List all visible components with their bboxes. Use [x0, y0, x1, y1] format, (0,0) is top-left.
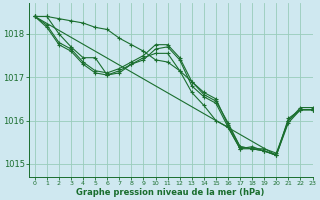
- X-axis label: Graphe pression niveau de la mer (hPa): Graphe pression niveau de la mer (hPa): [76, 188, 265, 197]
